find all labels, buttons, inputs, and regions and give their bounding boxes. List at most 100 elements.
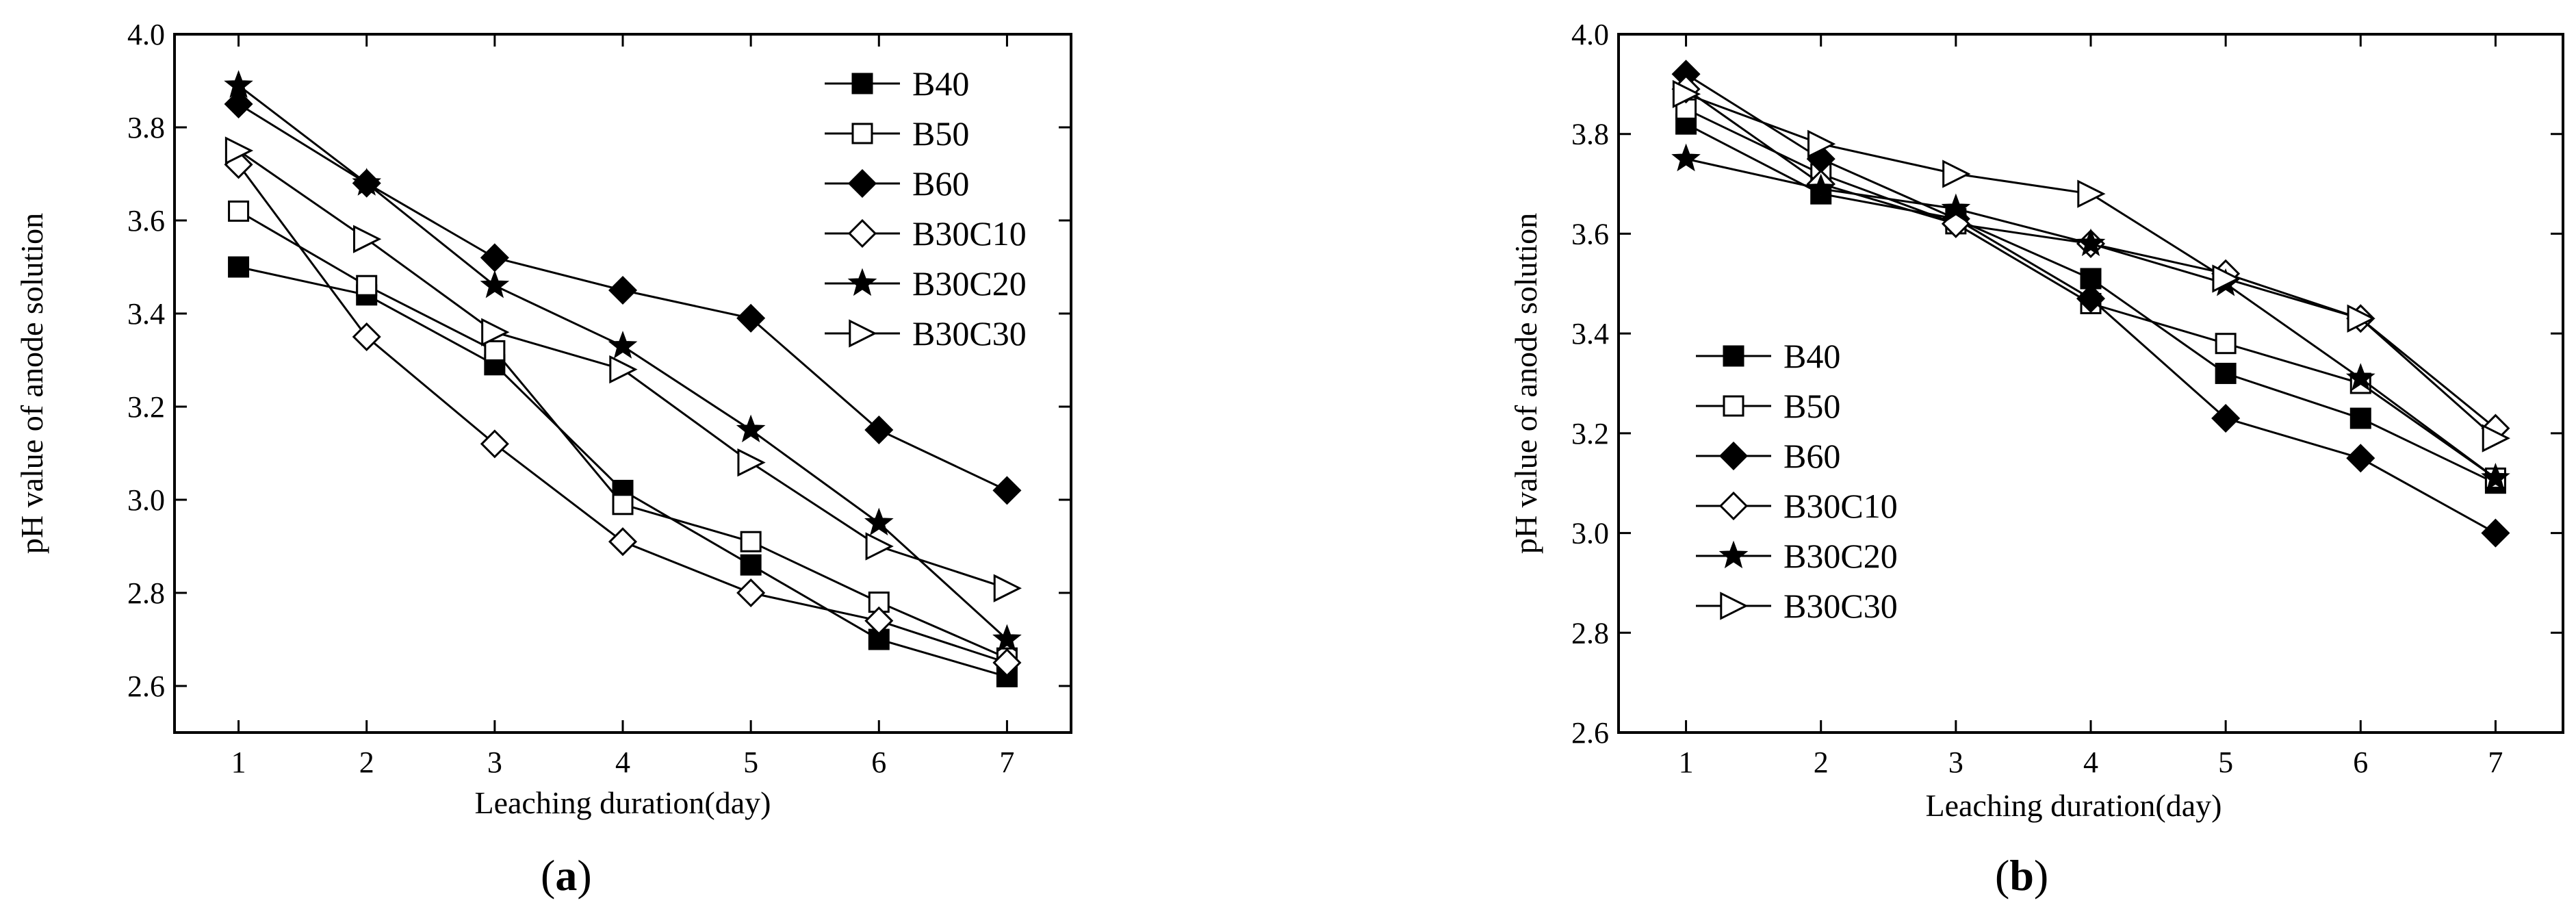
x-tick-label: 5 — [2218, 746, 2233, 779]
data-point-b60 — [864, 415, 894, 445]
legend-marker-b30c30 — [1720, 591, 1749, 620]
legend-label: B30C10 — [912, 214, 1027, 253]
y-tick-label: 3.6 — [127, 204, 165, 238]
y-tick-label: 3.6 — [1571, 217, 1609, 251]
data-point-b50 — [740, 531, 762, 552]
legend-item-b50: B50 — [1696, 387, 1840, 425]
y-tick-label: 3.8 — [1571, 118, 1609, 151]
data-point-b30c10 — [480, 429, 509, 459]
legend-marker-b30c30 — [849, 319, 877, 348]
data-point-b30c20 — [736, 414, 766, 443]
y-tick-label: 2.6 — [127, 670, 165, 703]
data-point-b60 — [224, 89, 253, 119]
data-point-b40 — [740, 554, 762, 576]
legend-b: B40 B50 B60 B30C10 B30C20 B30C30 — [1696, 337, 1898, 625]
legend-marker-b40 — [851, 73, 873, 94]
data-point-b30c20 — [352, 168, 382, 196]
x-tick-label: 1 — [1679, 746, 1694, 779]
legend-marker-b30c20 — [1718, 540, 1749, 569]
x-tick-labels-b: 1 2 3 4 5 6 7 — [1679, 746, 2503, 779]
x-tick-label: 7 — [2488, 746, 2503, 779]
series-group-a — [224, 70, 1022, 687]
legend-item-b40: B40 — [1696, 337, 1840, 375]
y-tick-label: 3.0 — [127, 483, 165, 517]
data-point-b60 — [2211, 403, 2241, 433]
data-point-b40 — [2349, 407, 2371, 429]
legend-label: B30C30 — [1783, 587, 1898, 625]
data-point-b30c30 — [993, 574, 1022, 602]
legend-item-b30c30: B30C30 — [1696, 587, 1898, 625]
legend-label: B30C20 — [912, 264, 1027, 303]
data-point-b30c10 — [864, 606, 894, 635]
legend-marker-b40 — [1723, 345, 1744, 367]
data-point-b30c30 — [865, 532, 894, 561]
data-point-b40 — [2215, 362, 2237, 384]
data-point-b30c30 — [2347, 304, 2375, 333]
y-tick-label: 4.0 — [1571, 18, 1609, 51]
data-point-b30c30 — [609, 355, 638, 384]
data-point-b60 — [2481, 518, 2510, 548]
legend-a: B40 B50 B60 B30C10 B30C20 B30C30 — [825, 64, 1027, 353]
series-b30c30 — [1672, 79, 2510, 453]
tick-marks-a — [175, 33, 1071, 733]
data-point-b50 — [612, 494, 634, 516]
panel-label-b-letter: b — [2009, 851, 2034, 900]
y-tick-label: 3.2 — [127, 390, 165, 424]
series-b30c30 — [224, 136, 1022, 602]
data-point-b50 — [484, 340, 506, 361]
legend-label: B60 — [1783, 437, 1840, 475]
data-point-b40 — [228, 256, 250, 278]
legend-item-b50: B50 — [825, 114, 969, 153]
data-point-b60 — [608, 275, 638, 305]
panel-label-b: (b) — [1995, 851, 2048, 900]
legend-item-b30c20: B30C20 — [1696, 537, 1898, 575]
series-b30c20 — [224, 70, 1022, 652]
legend-label: B30C20 — [1783, 537, 1898, 575]
series-b30c10 — [224, 150, 1022, 678]
y-tick-label: 2.8 — [127, 576, 165, 610]
legend-marker-b30c10 — [1718, 491, 1749, 521]
y-tick-label: 4.0 — [127, 18, 165, 51]
data-point-b30c30 — [2077, 179, 2106, 208]
data-point-b30c10 — [608, 527, 638, 557]
data-point-b50 — [2215, 333, 2237, 355]
x-tick-label: 3 — [1948, 746, 1963, 779]
x-tick-label: 4 — [615, 746, 630, 779]
data-point-b30c20 — [1671, 143, 1701, 172]
legend-item-b30c30: B30C30 — [825, 314, 1027, 353]
legend-item-b30c20: B30C20 — [825, 264, 1027, 303]
y-axis-title-b: pH value of anode solution — [1508, 213, 1543, 554]
legend-marker-b60 — [847, 168, 877, 199]
data-point-b30c30 — [1942, 160, 1971, 188]
data-point-b30c20 — [2076, 228, 2106, 257]
x-tick-label: 1 — [231, 746, 246, 779]
data-point-b30c20 — [992, 624, 1022, 652]
panel-label-a-letter: a — [555, 851, 577, 900]
y-tick-label: 2.6 — [1571, 716, 1609, 750]
series-b60 — [224, 89, 1022, 505]
legend-label: B50 — [912, 114, 969, 153]
legend-marker-b30c10 — [847, 218, 877, 249]
x-tick-label: 7 — [999, 746, 1014, 779]
legend-item-b30c10: B30C10 — [1696, 487, 1898, 525]
data-point-b50 — [356, 275, 378, 296]
data-point-b30c20 — [1806, 173, 1836, 201]
legend-marker-b50 — [851, 123, 873, 144]
legend-marker-b60 — [1718, 441, 1749, 471]
legend-label: B60 — [912, 164, 969, 203]
data-point-b30c30 — [224, 136, 254, 165]
legend-label: B40 — [1783, 337, 1840, 375]
tick-marks-b — [1619, 33, 2563, 734]
data-point-b60 — [480, 243, 509, 272]
x-tick-label: 6 — [2353, 746, 2368, 779]
data-point-b30c20 — [2481, 462, 2510, 491]
x-axis-title-b: Leaching duration(day) — [1926, 788, 2222, 823]
x-tick-label: 3 — [487, 746, 502, 779]
data-point-b30c20 — [480, 270, 510, 298]
data-point-b60 — [2076, 284, 2106, 314]
data-point-b60 — [736, 303, 766, 333]
x-tick-label: 5 — [743, 746, 758, 779]
y-tick-label: 3.2 — [1571, 417, 1609, 450]
data-point-b30c30 — [2212, 264, 2241, 293]
